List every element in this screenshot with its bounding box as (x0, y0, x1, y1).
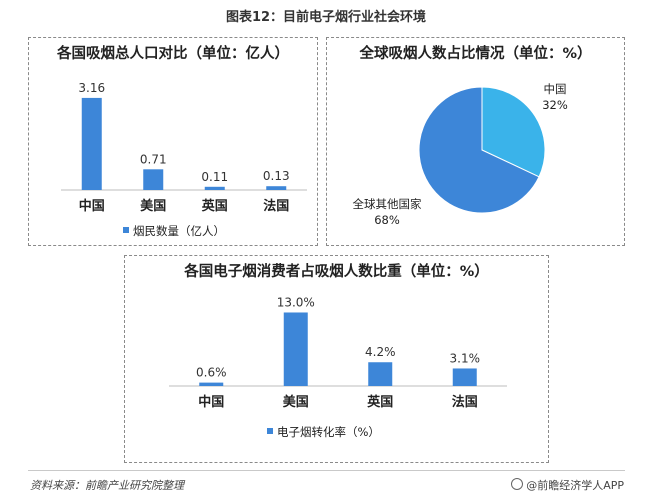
bar (204, 186, 225, 190)
bar (368, 362, 393, 386)
brand-text: @前瞻经济学人APP (526, 479, 624, 492)
footer-divider (28, 470, 625, 471)
slice-label: 中国 (544, 82, 567, 96)
bar (81, 97, 102, 190)
bar (266, 186, 287, 190)
bar (283, 312, 308, 386)
bar (452, 368, 477, 386)
x-tick-label: 法国 (263, 198, 289, 214)
legend-label: 电子烟转化率（%） (277, 425, 380, 439)
data-label: 0.6% (196, 366, 227, 380)
x-tick-label: 中国 (79, 198, 105, 214)
legend-swatch (123, 227, 129, 233)
source-note: 资料来源：前瞻产业研究院整理 (30, 479, 184, 492)
data-label: 4.2% (365, 345, 396, 359)
chart-title: 全球吸烟人数占比情况（单位：%） (359, 46, 592, 62)
pie-slice (481, 86, 546, 178)
chart-title: 各国电子烟消费者占吸烟人数比重（单位：%） (184, 264, 489, 280)
slice-label: 全球其他国家 (353, 197, 422, 211)
data-label: 3.16 (78, 81, 105, 95)
brand-credit: @前瞻经济学人APP (511, 477, 624, 493)
data-label: 13.0% (277, 295, 315, 309)
population-chart-panel: 各国吸烟总人口对比（单位：亿人） 3.16 中国 0.71 美国 0.11 英国 0.13 法… (28, 37, 318, 246)
x-tick-label: 美国 (283, 394, 309, 410)
slice-value-label: 68% (374, 213, 400, 227)
x-tick-label: 法国 (452, 394, 478, 410)
x-tick-label: 英国 (366, 394, 393, 410)
bar (199, 382, 224, 386)
legend-label: 烟民数量（亿人） (133, 224, 225, 238)
pie-slice (418, 86, 540, 214)
data-label: 0.11 (201, 170, 228, 184)
share-pie-chart: 中国 32% 全球其他国家 68% (353, 82, 568, 227)
data-label: 3.1% (450, 351, 481, 365)
chart-title: 各国吸烟总人口对比（单位：亿人） (57, 46, 289, 62)
x-tick-label: 中国 (198, 394, 224, 410)
data-label: 0.71 (140, 152, 167, 166)
brand-logo-icon (511, 478, 524, 490)
ecig-chart-panel: 各国电子烟消费者占吸烟人数比重（单位：%） 0.6% 中国 13.0% 美国 4.2% 英… (124, 255, 549, 463)
x-tick-label: 美国 (140, 198, 166, 214)
slice-value-label: 32% (542, 98, 568, 112)
figure-title: 图表12：目前电子烟行业社会环境 (225, 10, 427, 25)
bar (143, 169, 164, 190)
x-tick-label: 英国 (201, 198, 228, 214)
legend-swatch (267, 428, 273, 434)
data-label: 0.13 (263, 169, 290, 183)
share-chart-panel: 全球吸烟人数占比情况（单位：%） 中国 32% 全球其他国家 68% (326, 37, 625, 246)
